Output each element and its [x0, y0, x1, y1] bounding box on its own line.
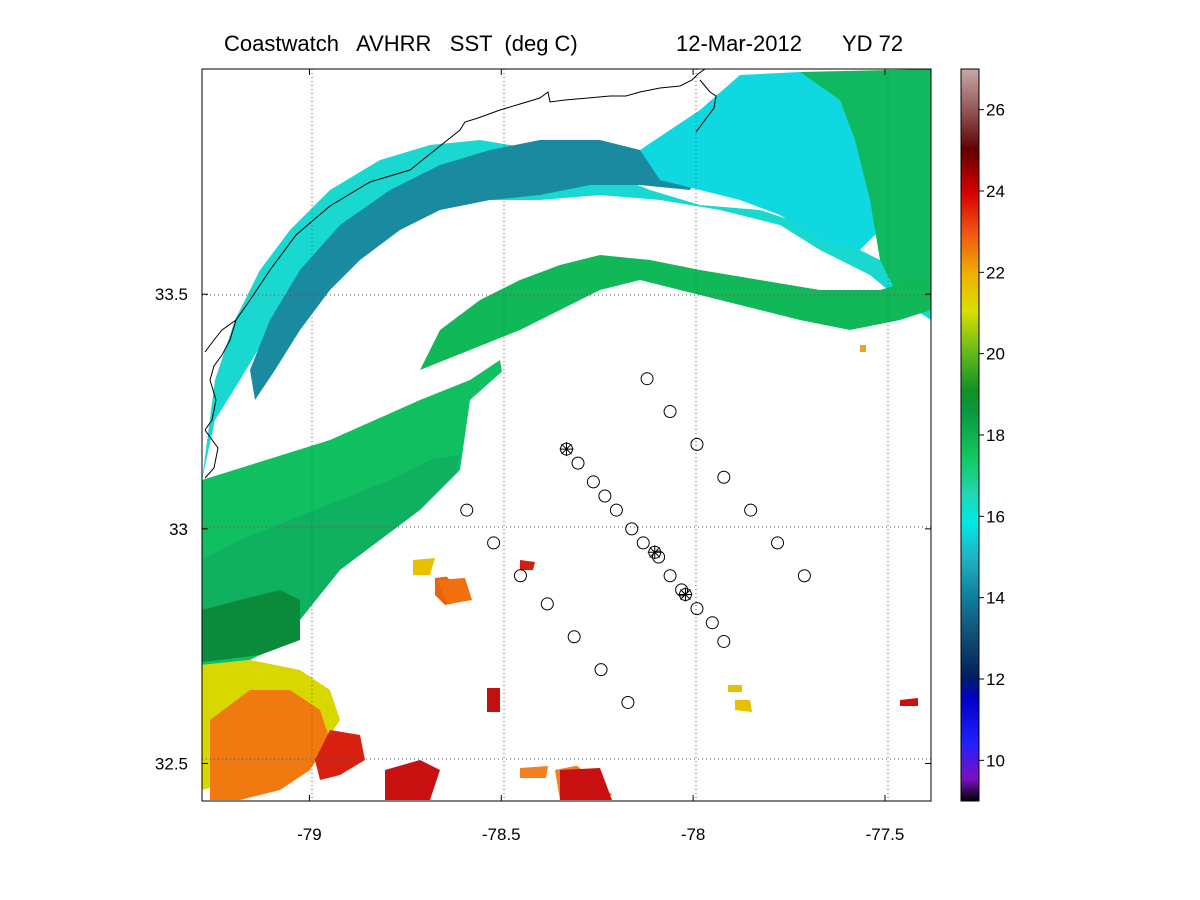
colorbar-tick-label: 12	[986, 670, 1005, 689]
sst-patch-red-mid2	[487, 688, 500, 712]
map-title-date: 12-Mar-2012	[676, 31, 802, 56]
y-tick-label: 33	[169, 520, 188, 539]
map-grid	[202, 69, 931, 801]
station-circle	[690, 602, 704, 616]
colorbar-tick-label: 10	[986, 751, 1005, 770]
sst-cloud-gaps	[300, 300, 931, 801]
sst-patch-red-1	[385, 760, 440, 800]
station-circle	[594, 663, 608, 677]
sst-field	[202, 69, 931, 801]
station-circle	[771, 536, 785, 550]
station-circle	[609, 503, 623, 517]
station-circle	[567, 630, 581, 644]
station-circle	[571, 456, 585, 470]
station-circle	[598, 489, 612, 503]
colorbar-ramp	[961, 69, 979, 801]
sst-patch-orange-east	[860, 345, 866, 352]
colorbar-tick-label: 26	[986, 101, 1005, 120]
station-star	[647, 545, 662, 560]
sst-band-green-mid	[420, 255, 931, 370]
station-circle	[705, 616, 719, 630]
station-circle	[513, 569, 527, 583]
sst-patch-yellow-east2	[735, 700, 752, 712]
sst-patch-orange-mid	[437, 578, 472, 604]
sst-band-cyan-offshore	[640, 72, 880, 250]
x-tick-label: -78.5	[482, 825, 521, 844]
sst-band-orange-south	[210, 690, 330, 800]
map-title-product: Coastwatch AVHRR SST (deg C)	[224, 31, 578, 56]
sst-patch-red-mid	[520, 560, 535, 570]
colorbar-tick-label: 22	[986, 263, 1005, 282]
colorbar-ticks: 10 12 14 16 18 20 22 24 26	[979, 101, 1005, 770]
map-frame	[201, 68, 932, 802]
sst-patch-yellow-mid	[413, 558, 435, 575]
station-star	[678, 587, 693, 602]
colorbar-tick-label: 24	[986, 182, 1005, 201]
station-circle	[652, 550, 666, 564]
station-markers	[460, 372, 811, 709]
sst-patch-orange-lower	[520, 766, 548, 778]
station-circle	[744, 503, 758, 517]
station-circle	[636, 536, 650, 550]
sst-band-darkgreen-lower	[202, 590, 300, 662]
y-tick-label: 32.5	[155, 754, 188, 773]
map-title-yearday: YD 72	[842, 31, 904, 56]
station-circle	[487, 536, 501, 550]
x-tick-label: -78	[681, 825, 706, 844]
sst-band-green-offshore	[800, 69, 931, 300]
station-circle	[586, 475, 600, 489]
colorbar-tick-label: 20	[986, 345, 1005, 364]
station-circle	[690, 437, 704, 451]
station-circle	[663, 405, 677, 419]
station-star	[559, 442, 574, 457]
x-axis-ticks: -79 -78.5 -78 -77.5	[297, 69, 904, 844]
sst-band-red-south	[315, 730, 365, 780]
station-circle	[675, 583, 689, 597]
y-axis-ticks: 33.5 33 32.5	[155, 285, 931, 773]
x-tick-label: -79	[297, 825, 322, 844]
colorbar-tick-label: 16	[986, 507, 1005, 526]
colorbar-tick-label: 18	[986, 426, 1005, 445]
station-circle	[663, 569, 677, 583]
coastline	[204, 68, 717, 479]
station-circle	[460, 503, 474, 517]
x-tick-label: -77.5	[866, 825, 905, 844]
sst-patch-red-east3	[900, 698, 918, 706]
station-circle	[797, 569, 811, 583]
station-circle	[640, 372, 654, 386]
station-circle	[540, 597, 554, 611]
station-circle	[621, 695, 635, 709]
colorbar-tick-label: 14	[986, 589, 1005, 608]
station-circle	[717, 470, 731, 484]
station-circle	[625, 522, 639, 536]
sst-patch-red-lower	[560, 768, 612, 800]
station-circle	[717, 634, 731, 648]
sst-patch-yellow-east	[728, 685, 742, 692]
y-tick-label: 33.5	[155, 285, 188, 304]
